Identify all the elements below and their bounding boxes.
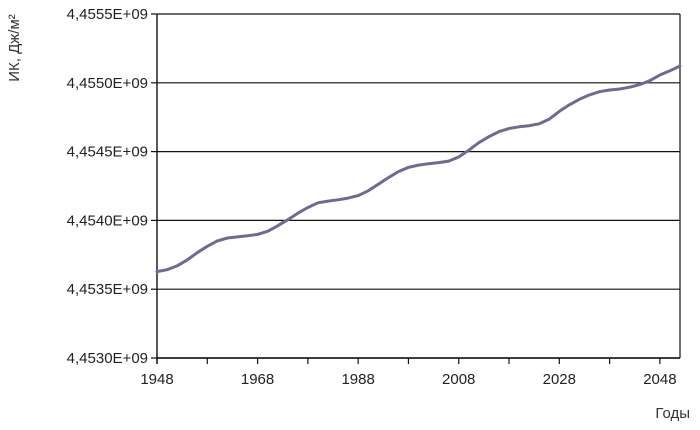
y-tick-label: 4,4530E+09 (67, 350, 148, 367)
label-layer: ИК, Дж/м² Годы (6, 14, 690, 422)
data-point (367, 190, 369, 192)
data-point (176, 265, 178, 267)
data-point (246, 235, 248, 237)
data-point (377, 183, 379, 185)
grid-layer (157, 13, 680, 359)
data-point (236, 236, 238, 238)
data-point (156, 270, 158, 272)
x-tick-label: 1968 (241, 371, 274, 388)
data-point (297, 212, 299, 214)
data-point (206, 245, 208, 247)
data-point (608, 89, 610, 91)
data-point (317, 202, 319, 204)
data-point (659, 74, 661, 76)
x-tick-label: 2028 (543, 371, 576, 388)
data-point (649, 80, 651, 82)
x-tick-label: 2048 (643, 371, 676, 388)
x-tick-label: 1948 (140, 371, 173, 388)
data-point (669, 70, 671, 72)
data-point (458, 156, 460, 158)
data-point (618, 88, 620, 90)
data-point (498, 130, 500, 132)
x-tick-label: 1988 (341, 371, 374, 388)
data-point (226, 237, 228, 239)
data-point (679, 65, 681, 67)
data-point (276, 225, 278, 227)
data-point (166, 268, 168, 270)
data-point (629, 86, 631, 88)
data-point (256, 233, 258, 235)
data-point (186, 259, 188, 261)
y-tick-label: 4,4540E+09 (67, 212, 148, 229)
data-point (568, 104, 570, 106)
data-point (447, 160, 449, 162)
data-point (528, 125, 530, 127)
data-point (287, 219, 289, 221)
series-layer (155, 64, 682, 274)
data-point (478, 141, 480, 143)
data-point (357, 194, 359, 196)
y-tick-label: 4,4545E+09 (67, 144, 148, 161)
series-line (155, 64, 682, 274)
data-point (588, 94, 590, 96)
data-point (578, 98, 580, 100)
data-point (417, 164, 419, 166)
y-tick-label: 4,4555E+09 (67, 6, 148, 23)
data-point (347, 197, 349, 199)
data-point (387, 177, 389, 179)
data-point (468, 149, 470, 151)
data-point (216, 240, 218, 242)
data-point (327, 200, 329, 202)
data-point (307, 206, 309, 208)
data-point (488, 136, 490, 138)
data-point (397, 170, 399, 172)
data-point (407, 166, 409, 168)
y-axis-label: ИК, Дж/м² (6, 14, 23, 82)
y-tick-label: 4,4535E+09 (67, 281, 148, 298)
data-point (437, 161, 439, 163)
data-point (518, 126, 520, 128)
x-tick-label: 2008 (442, 371, 475, 388)
data-point (558, 110, 560, 112)
data-point (337, 199, 339, 201)
data-point (598, 91, 600, 93)
data-point (538, 123, 540, 125)
y-tick-label: 4,4550E+09 (67, 75, 148, 92)
data-point (508, 127, 510, 129)
data-point (548, 118, 550, 120)
axis-layer: 4,4530E+09 4,4535E+09 4,4540E+09 4,4545E+09… (67, 6, 681, 388)
x-axis-label: Годы (655, 405, 690, 422)
data-point (639, 83, 641, 85)
data-point (266, 230, 268, 232)
data-point (196, 252, 198, 254)
data-point (427, 163, 429, 165)
